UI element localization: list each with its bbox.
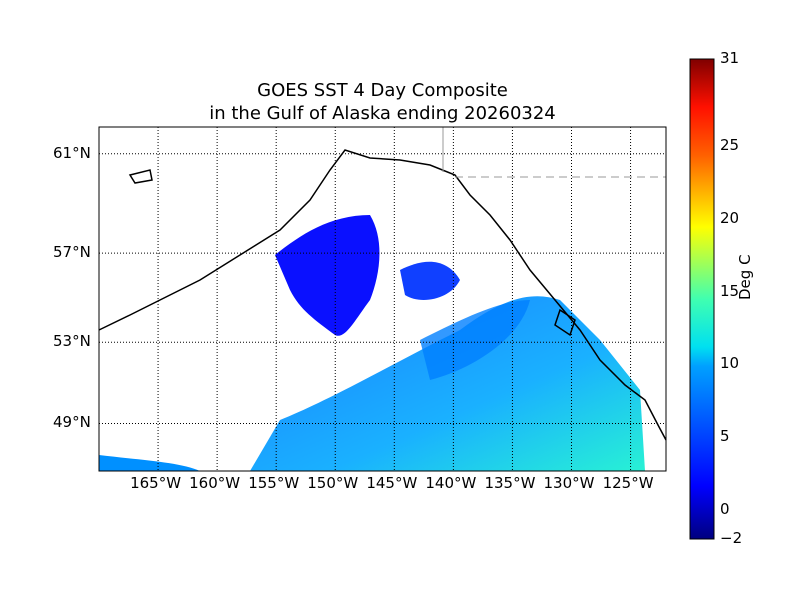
lon-tick-label: 135°W bbox=[484, 474, 536, 492]
lat-tick-label: 57°N bbox=[53, 243, 91, 262]
lon-tick-label: 145°W bbox=[366, 474, 418, 492]
colorbar-tick-label: 25 bbox=[720, 136, 740, 155]
chart-title-line1: GOES SST 4 Day Composite bbox=[257, 80, 508, 101]
colorbar-tick-label: 20 bbox=[720, 209, 740, 227]
colorbar-tick-label: 31 bbox=[720, 49, 740, 67]
lon-tick-label: 140°W bbox=[425, 474, 477, 492]
lat-tick-label: 49°N bbox=[53, 413, 91, 432]
sst-region-north bbox=[400, 261, 460, 300]
sst-region-mid bbox=[420, 300, 530, 380]
sst-region-southwest bbox=[99, 455, 200, 471]
borders bbox=[442, 127, 666, 178]
lon-tick-label: 125°W bbox=[602, 474, 654, 492]
colorbar-tick-label: 15 bbox=[720, 281, 740, 300]
lon-tick-label: 130°W bbox=[543, 474, 595, 492]
map-frame bbox=[98, 126, 667, 472]
chart-title-line2: in the Gulf of Alaska ending 20260324 bbox=[209, 103, 556, 124]
colorbar bbox=[689, 58, 715, 540]
lat-tick-label: 53°N bbox=[53, 332, 91, 351]
sst-region-southeast bbox=[250, 296, 645, 471]
colorbar-tick-label: 0 bbox=[720, 499, 730, 518]
colorbar-tick-label: 10 bbox=[720, 354, 740, 373]
colorbar-tick-label: 5 bbox=[720, 427, 730, 446]
lon-tick-label: 160°W bbox=[189, 474, 241, 492]
lat-tick-label: 61°N bbox=[53, 143, 91, 162]
graticule bbox=[99, 127, 666, 471]
sst-data-layer bbox=[99, 215, 645, 471]
lon-tick-label: 155°W bbox=[248, 474, 300, 492]
colorbar-tick-label: −2 bbox=[720, 529, 743, 547]
lon-tick-label: 150°W bbox=[307, 474, 359, 492]
lon-tick-label: 165°W bbox=[130, 474, 182, 492]
sst-region-cold-patch bbox=[275, 215, 380, 336]
